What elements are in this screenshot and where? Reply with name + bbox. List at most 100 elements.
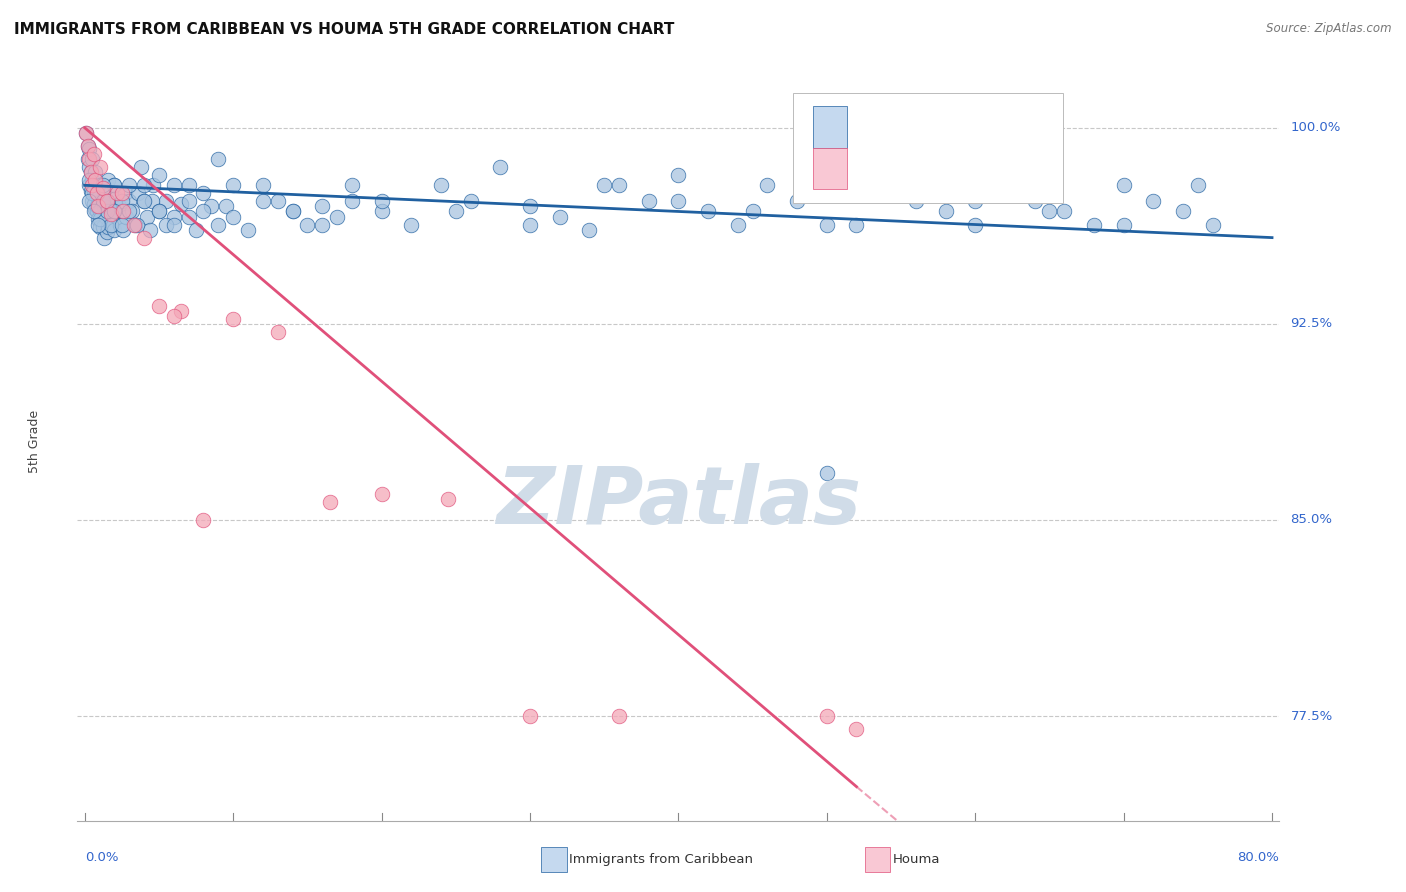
Point	[1112, 178, 1135, 193]
Point	[118, 204, 141, 219]
Point	[163, 178, 186, 193]
Point	[132, 178, 156, 193]
Point	[155, 194, 177, 208]
Point	[82, 152, 104, 166]
Point	[222, 210, 245, 224]
Point	[125, 218, 148, 232]
Point	[326, 210, 349, 224]
Point	[77, 152, 100, 166]
Point	[1171, 204, 1194, 219]
Point	[83, 184, 105, 198]
Point	[77, 173, 100, 187]
Point	[86, 204, 108, 219]
Point	[96, 204, 118, 219]
Point	[84, 202, 107, 216]
Point	[103, 223, 125, 237]
Point	[401, 218, 423, 232]
Point	[965, 194, 987, 208]
Point	[193, 204, 215, 219]
Point	[207, 152, 229, 166]
Point	[100, 218, 122, 232]
Text: 0.0%: 0.0%	[84, 851, 118, 864]
Point	[845, 218, 868, 232]
Point	[548, 210, 571, 224]
Point	[1083, 218, 1105, 232]
Point	[91, 220, 114, 235]
Text: R =  -0.177   N = 149: R = -0.177 N = 149	[860, 120, 1033, 135]
Point	[89, 160, 111, 174]
Point	[91, 181, 114, 195]
Point	[370, 194, 392, 208]
Point	[444, 204, 467, 219]
Point	[1142, 194, 1164, 208]
Point	[267, 194, 290, 208]
Point	[148, 204, 170, 219]
Point	[741, 204, 763, 219]
Point	[875, 178, 897, 193]
Point	[578, 223, 600, 237]
Point	[91, 194, 114, 208]
Point	[101, 218, 124, 232]
Point	[77, 194, 100, 208]
Point	[83, 204, 105, 219]
Point	[519, 199, 541, 213]
Point	[110, 218, 132, 232]
Point	[89, 178, 111, 193]
Point	[97, 220, 120, 235]
Point	[163, 218, 186, 232]
Point	[668, 168, 690, 182]
Text: 92.5%: 92.5%	[1291, 318, 1333, 330]
Point	[370, 487, 392, 501]
Point	[177, 210, 200, 224]
Point	[91, 181, 114, 195]
Point	[100, 204, 122, 219]
Point	[132, 230, 156, 244]
Point	[82, 186, 104, 201]
Point	[111, 194, 134, 208]
Point	[155, 218, 177, 232]
Point	[96, 194, 118, 208]
Point	[132, 194, 156, 208]
Point	[1201, 218, 1223, 232]
Point	[697, 204, 720, 219]
Point	[965, 218, 987, 232]
Point	[141, 194, 163, 208]
Point	[103, 178, 125, 193]
Point	[89, 212, 111, 227]
Point	[281, 204, 304, 219]
Point	[83, 196, 105, 211]
Point	[170, 196, 193, 211]
Point	[118, 194, 141, 208]
Point	[994, 178, 1017, 193]
Point	[890, 178, 912, 193]
Point	[904, 194, 927, 208]
Point	[132, 194, 156, 208]
Point	[170, 303, 193, 318]
Point	[96, 226, 118, 240]
Point	[127, 186, 149, 201]
Point	[215, 199, 238, 213]
Point	[79, 165, 103, 179]
Point	[76, 152, 98, 166]
Point	[86, 186, 108, 201]
Point	[75, 126, 97, 140]
Point	[1038, 204, 1060, 219]
Point	[297, 218, 319, 232]
FancyBboxPatch shape	[793, 93, 1063, 202]
Text: 85.0%: 85.0%	[1291, 514, 1333, 526]
Point	[637, 194, 659, 208]
Point	[108, 199, 131, 213]
Point	[519, 218, 541, 232]
Point	[82, 178, 104, 193]
Point	[75, 126, 97, 140]
Point	[252, 194, 274, 208]
Point	[97, 173, 120, 187]
Point	[148, 299, 170, 313]
Point	[593, 178, 616, 193]
Point	[136, 210, 159, 224]
Point	[207, 218, 229, 232]
Point	[727, 218, 749, 232]
Point	[84, 173, 107, 187]
Point	[489, 160, 512, 174]
Point	[93, 230, 115, 244]
